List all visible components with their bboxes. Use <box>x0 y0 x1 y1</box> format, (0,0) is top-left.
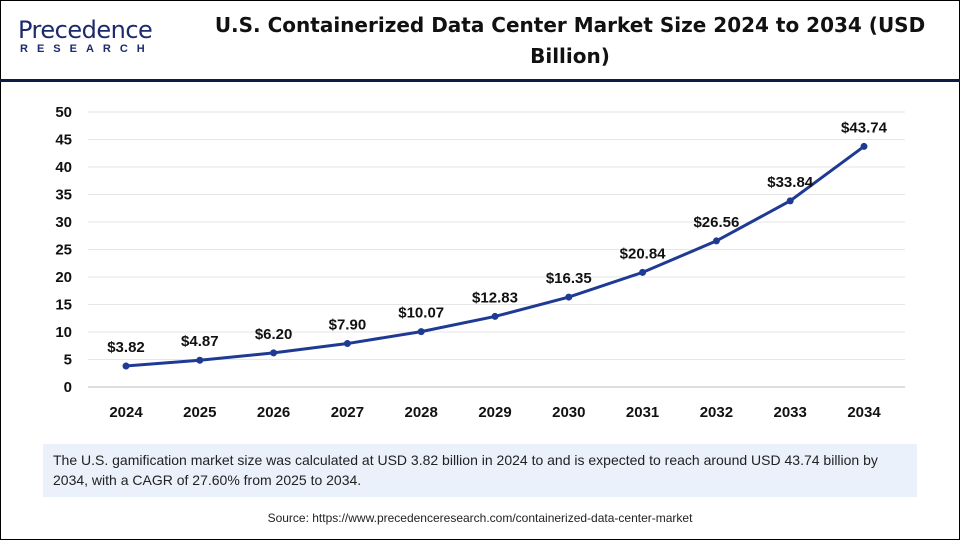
y-tick-label: 40 <box>55 159 72 176</box>
y-tick-label: 0 <box>64 379 72 396</box>
x-tick-label: 2028 <box>405 404 438 421</box>
data-label: $33.84 <box>767 174 814 191</box>
y-tick-label: 20 <box>55 269 72 286</box>
x-tick-label: 2034 <box>847 404 881 421</box>
data-label: $43.74 <box>841 119 888 136</box>
data-point <box>417 328 425 336</box>
x-tick-label: 2030 <box>552 404 585 421</box>
logo-text: Precedence <box>18 16 153 44</box>
x-tick-label: 2024 <box>109 404 143 421</box>
header-divider <box>0 79 960 82</box>
y-tick-label: 5 <box>64 352 72 369</box>
logo: Precedence RESEARCH <box>18 18 158 60</box>
data-label: $10.07 <box>398 305 444 322</box>
data-label: $6.20 <box>255 326 293 343</box>
data-point <box>196 356 204 364</box>
y-tick-label: 45 <box>55 132 72 149</box>
chart-title: U.S. Containerized Data Center Market Si… <box>214 13 926 68</box>
data-point <box>122 362 130 370</box>
data-label: $26.56 <box>693 214 739 231</box>
y-tick-label: 25 <box>55 242 72 259</box>
data-point <box>343 340 351 348</box>
y-tick-label: 35 <box>55 187 72 204</box>
x-tick-label: 2031 <box>626 404 659 421</box>
data-label: $3.82 <box>107 339 145 356</box>
data-label: $20.84 <box>620 245 667 262</box>
data-point <box>491 312 499 320</box>
info-box: The U.S. gamification market size was ca… <box>43 444 917 497</box>
y-tick-label: 30 <box>55 214 72 231</box>
data-label: $16.35 <box>546 270 592 287</box>
y-tick-label: 10 <box>55 324 72 341</box>
data-point <box>639 268 647 276</box>
data-label: $12.83 <box>472 289 518 306</box>
x-tick-label: 2032 <box>700 404 733 421</box>
data-point <box>270 349 278 357</box>
series-line <box>125 145 865 368</box>
data-point <box>712 237 720 245</box>
logo-subtext: RESEARCH <box>20 43 154 55</box>
y-tick-label: 50 <box>55 104 72 121</box>
x-tick-label: 2029 <box>478 404 511 421</box>
y-tick-label: 15 <box>55 297 72 314</box>
source-text: Source: https://www.precedenceresearch.c… <box>267 511 693 525</box>
x-tick-label: 2033 <box>774 404 807 421</box>
data-point <box>860 142 868 150</box>
data-point <box>786 197 794 205</box>
x-tick-label: 2027 <box>331 404 364 421</box>
x-tick-label: 2026 <box>257 404 290 421</box>
data-label: $7.90 <box>329 317 367 334</box>
data-label: $4.87 <box>181 333 219 350</box>
data-point <box>565 293 573 301</box>
x-tick-label: 2025 <box>183 404 216 421</box>
